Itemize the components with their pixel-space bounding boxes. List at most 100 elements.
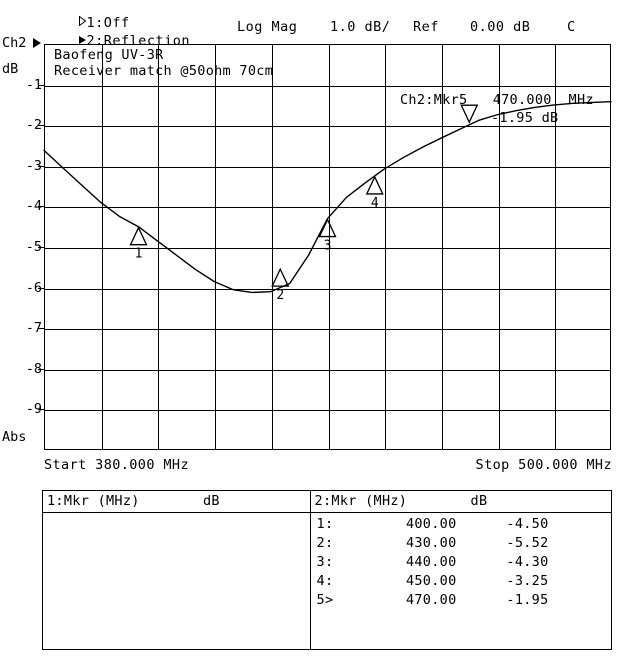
y-tick-mark (38, 125, 44, 127)
y-tick-mark (38, 328, 44, 330)
gridline-vertical (271, 45, 273, 449)
marker-label: 4 (371, 196, 379, 211)
marker-tables: 1:Mkr (MHz) dB 2:Mkr (MHz) dB 1: 400.00 -4… (42, 490, 612, 650)
marker-3[interactable]: 3 (318, 218, 337, 254)
marker-table-row[interactable]: 5> 470.00 -1.95 (311, 591, 611, 610)
y-tick-label: -8 (25, 360, 42, 377)
y-tick-label: -6 (25, 279, 42, 296)
marker-triangle-icon (460, 104, 479, 124)
marker-table-1-rows (43, 513, 310, 515)
marker-table-row[interactable]: 1: 400.00 -4.50 (311, 515, 611, 534)
gridline-horizontal (45, 329, 610, 331)
y-tick-mark (38, 165, 44, 167)
marker-row-value: -1.95 (506, 592, 549, 608)
gridline-horizontal (45, 248, 610, 249)
marker-table-2-header-unit: dB (470, 493, 488, 509)
reflection-trace (43, 100, 612, 294)
marker-triangle-icon (318, 218, 337, 238)
gridline-vertical (555, 45, 557, 449)
marker-triangle-icon (365, 175, 384, 195)
marker-label: 1 (135, 247, 143, 262)
y-tick-label: -1 (25, 76, 42, 93)
marker-row-frequency: 400.00 (405, 516, 457, 532)
gridline-vertical (385, 45, 387, 449)
marker-row-index: 2: (316, 535, 334, 551)
marker-table-2-rows: 1: 400.00 -4.50 2: 430.00 -5.52 3: 440.00 -4.30 4… (311, 513, 611, 610)
side-channel-label: Ch2 (2, 35, 27, 51)
marker-row-index: 5> (316, 592, 334, 608)
gridline-horizontal (45, 288, 610, 290)
gridline-vertical (328, 45, 330, 449)
y-tick-mark (38, 206, 44, 208)
y-tick-label: -9 (25, 401, 42, 418)
marker-2[interactable]: 2 (271, 267, 290, 303)
gridline-horizontal (45, 166, 610, 168)
gridline-vertical (158, 45, 160, 449)
solid-triangle-icon (78, 36, 86, 44)
marker-row-value: -3.25 (506, 573, 549, 589)
marker-row-value: -4.50 (506, 516, 549, 532)
gridline-horizontal (45, 369, 610, 371)
gridline-vertical (215, 45, 217, 449)
marker-row-index: 1: (316, 516, 334, 532)
gridline-vertical (441, 45, 443, 449)
y-axis-tick-labels: -1 -2 -3 -4 -5 -6 -7 -8 -9 (0, 44, 44, 450)
marker-row-frequency: 430.00 (405, 535, 457, 551)
marker-table-2-header-label: 2:Mkr (MHz) (314, 493, 408, 509)
trace-title-line-2: Receiver match @50ohm 70cm (54, 63, 274, 79)
marker-triangle-icon (271, 267, 290, 287)
channel-pointer-icon (33, 38, 41, 48)
y-tick-mark (38, 368, 44, 370)
marker-row-index: 4: (316, 573, 334, 589)
trace-and-markers: 1 2 3 4 (43, 100, 612, 303)
side-reference-mode: Abs (2, 429, 27, 445)
marker-row-index: 3: (316, 554, 334, 570)
channel-1-menu-row[interactable]: 1:Off (44, 2, 130, 44)
trace-title-line-1: Baofeng UV-3R (54, 47, 164, 63)
y-tick-mark (38, 84, 44, 86)
active-marker-readout-line-1: Ch2:Mkr5 470.000 MHz (400, 92, 594, 108)
gridline-vertical (101, 45, 103, 449)
gridline-vertical (498, 45, 500, 449)
active-marker-readout-line-2: -1.95 dB (491, 110, 559, 126)
marker-table-channel-1: 1:Mkr (MHz) dB (43, 491, 311, 649)
y-tick-label: -7 (25, 320, 42, 337)
y-tick-label: -4 (25, 198, 42, 215)
marker-table-channel-2: 2:Mkr (MHz) dB 1: 400.00 -4.50 2: 430.00 -5.5… (310, 491, 611, 649)
marker-label: 2 (276, 288, 284, 303)
channel-1-label: 1:Off (86, 15, 130, 31)
marker-group: 1 2 3 4 (129, 104, 479, 303)
sweep-stop-label[interactable]: Stop 500.000 MHz (475, 457, 612, 473)
y-tick-mark (38, 287, 44, 289)
marker-table-row[interactable]: 3: 440.00 -4.30 (311, 553, 611, 572)
hollow-triangle-icon (78, 16, 86, 26)
marker-1[interactable]: 1 (129, 226, 148, 262)
sweep-start-label[interactable]: Start 380.000 MHz (44, 457, 189, 473)
marker-table-row[interactable]: 2: 430.00 -5.52 (311, 534, 611, 553)
gridline-horizontal (45, 410, 610, 412)
marker-5[interactable] (460, 104, 479, 124)
scale-per-division[interactable]: 1.0 dB/ (330, 19, 391, 35)
gridline-horizontal (45, 126, 610, 128)
gridline-horizontal (45, 85, 610, 87)
side-unit-label: dB (2, 61, 19, 77)
reference-value[interactable]: 0.00 dB (470, 19, 531, 35)
marker-table-2-header: 2:Mkr (MHz) dB (310, 491, 611, 513)
marker-row-frequency: 470.00 (405, 592, 457, 608)
graticule[interactable] (44, 44, 611, 450)
marker-table-1-header: 1:Mkr (MHz) dB (43, 491, 310, 513)
format-log-mag[interactable]: Log Mag (237, 19, 298, 35)
marker-table-1-header-unit: dB (203, 493, 220, 509)
y-tick-label: -3 (25, 157, 42, 174)
marker-row-frequency: 450.00 (405, 573, 457, 589)
marker-row-value: -4.30 (506, 554, 549, 570)
gridline-horizontal (45, 207, 610, 209)
marker-4[interactable]: 4 (365, 175, 384, 211)
y-tick-mark (38, 409, 44, 411)
reference-label: Ref (413, 19, 439, 35)
y-tick-mark (38, 247, 44, 248)
y-tick-label: -2 (25, 117, 42, 134)
marker-table-row[interactable]: 4: 450.00 -3.25 (311, 572, 611, 591)
marker-triangle-icon (129, 226, 148, 246)
